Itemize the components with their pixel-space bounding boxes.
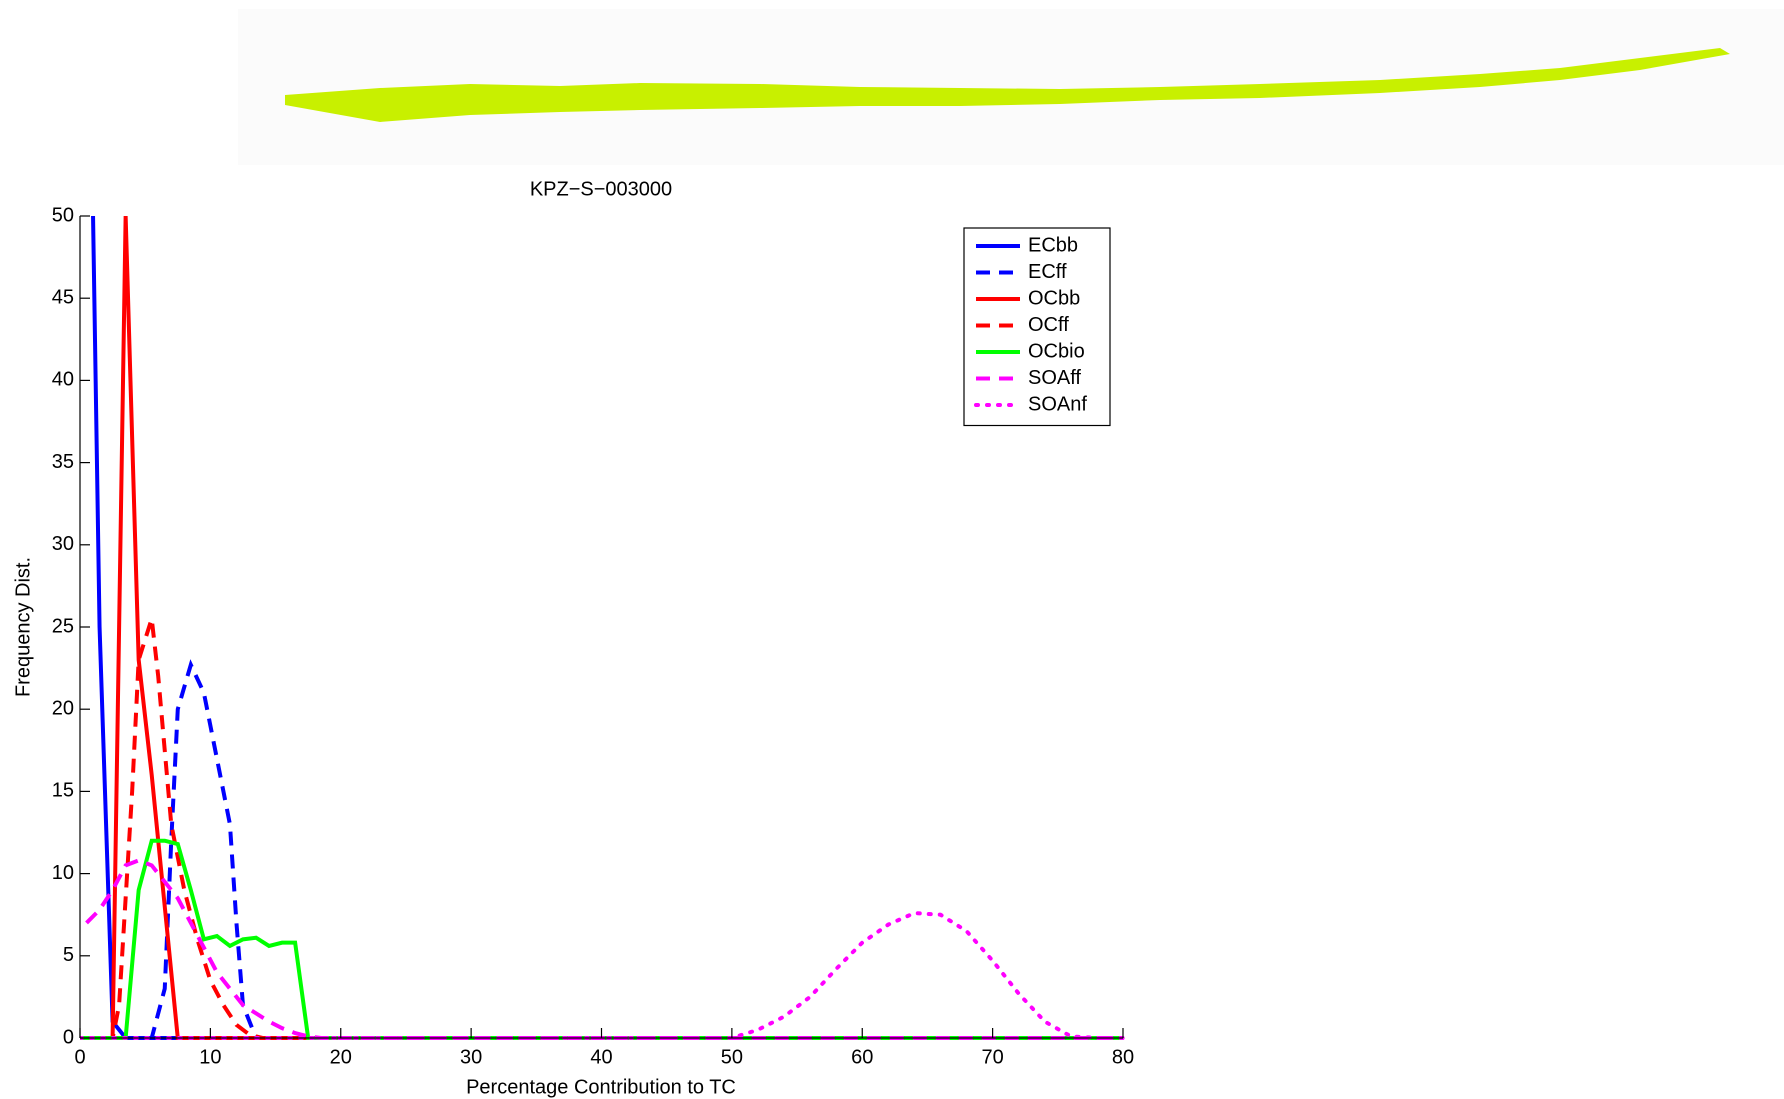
y-tick-label: 40	[52, 369, 74, 391]
chart: KPZ−S−003000 Percentage Contribution to …	[0, 0, 1784, 1099]
legend-label: SOAnf	[1028, 393, 1087, 415]
y-tick-label: 30	[52, 533, 74, 555]
y-tick-label: 5	[63, 944, 74, 966]
y-axis-label: Frequency Dist.	[12, 557, 34, 697]
legend-label: ECbb	[1028, 234, 1078, 256]
y-tick-label: 50	[52, 204, 74, 226]
x-tick-label: 80	[1112, 1046, 1134, 1068]
x-tick-label: 30	[460, 1046, 482, 1068]
y-tick-label: 20	[52, 697, 74, 719]
series-line	[80, 619, 1123, 1038]
y-tick-label: 10	[52, 862, 74, 884]
y-tick-label: 15	[52, 780, 74, 802]
y-tick-label: 0	[63, 1026, 74, 1048]
x-tick-label: 10	[199, 1046, 221, 1068]
x-tick-label: 70	[982, 1046, 1004, 1068]
series-line	[80, 665, 1123, 1038]
x-tick-label: 0	[74, 1046, 85, 1068]
legend-label: ECff	[1028, 261, 1067, 283]
series-line	[80, 841, 1123, 1038]
legend-label: OCbio	[1028, 340, 1085, 362]
x-tick-label: 20	[330, 1046, 352, 1068]
chart-title: KPZ−S−003000	[530, 178, 672, 200]
x-axis-label: Percentage Contribution to TC	[466, 1076, 736, 1098]
legend-label: OCff	[1028, 314, 1069, 336]
x-tick-label: 40	[590, 1046, 612, 1068]
y-tick-label: 45	[52, 286, 74, 308]
legend-label: OCbb	[1028, 287, 1080, 309]
legend-label: SOAff	[1028, 367, 1081, 389]
x-tick-label: 60	[851, 1046, 873, 1068]
series-line	[87, 860, 1123, 1038]
page: KPZ−S−003000 Percentage Contribution to …	[0, 0, 1784, 1099]
y-tick-label: 35	[52, 451, 74, 473]
x-tick-label: 50	[721, 1046, 743, 1068]
y-tick-label: 25	[52, 615, 74, 637]
